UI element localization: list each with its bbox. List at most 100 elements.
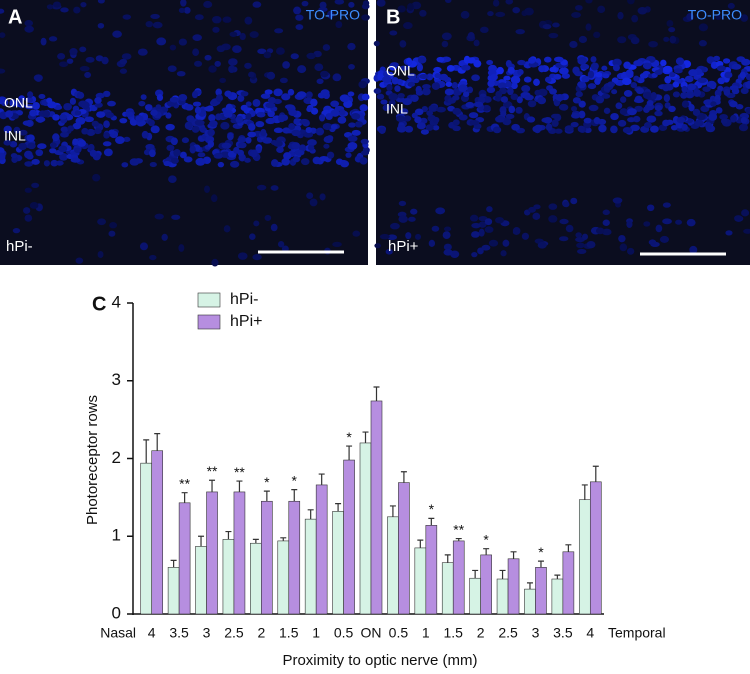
nucleus bbox=[422, 87, 431, 96]
nucleus bbox=[312, 156, 321, 165]
nucleus bbox=[414, 116, 422, 124]
nucleus bbox=[619, 108, 628, 116]
nucleus bbox=[612, 64, 620, 72]
nucleus bbox=[738, 123, 749, 132]
nucleus bbox=[148, 119, 155, 127]
nucleus bbox=[358, 80, 367, 89]
error-bar bbox=[263, 490, 270, 502]
nucleus bbox=[479, 26, 489, 34]
nucleus bbox=[257, 48, 267, 55]
nucleus bbox=[376, 0, 386, 7]
nucleus bbox=[646, 99, 654, 107]
nucleus bbox=[57, 52, 66, 60]
nucleus bbox=[244, 16, 253, 25]
nucleus bbox=[97, 22, 105, 29]
nucleus bbox=[431, 225, 440, 232]
nucleus bbox=[675, 219, 683, 225]
nucleus bbox=[654, 69, 663, 75]
bar bbox=[452, 540, 465, 615]
bar bbox=[261, 500, 273, 615]
x-tick-label: 3.5 bbox=[553, 625, 573, 641]
nucleus bbox=[537, 96, 547, 105]
nucleus bbox=[347, 142, 358, 150]
nucleus bbox=[664, 83, 674, 91]
nucleus bbox=[232, 45, 242, 53]
nucleus bbox=[444, 88, 454, 96]
nucleus bbox=[735, 104, 744, 110]
nucleus bbox=[528, 57, 536, 64]
nucleus bbox=[352, 230, 361, 237]
nucleus bbox=[69, 97, 77, 105]
nucleus bbox=[505, 81, 512, 88]
nucleus bbox=[305, 127, 313, 134]
nucleus bbox=[452, 95, 460, 101]
nucleus bbox=[440, 73, 448, 81]
nucleus bbox=[204, 106, 214, 112]
nucleus bbox=[512, 227, 521, 235]
error-bar bbox=[143, 439, 150, 464]
nucleus bbox=[627, 0, 635, 5]
nucleus bbox=[692, 108, 701, 117]
nucleus bbox=[473, 101, 484, 108]
error-bar bbox=[318, 473, 325, 485]
nucleus bbox=[46, 97, 53, 104]
nucleus bbox=[595, 95, 605, 104]
nucleus bbox=[542, 24, 552, 30]
nucleus bbox=[443, 243, 452, 251]
bar bbox=[315, 484, 328, 615]
nucleus bbox=[633, 75, 640, 82]
bar bbox=[288, 500, 301, 615]
nucleus bbox=[248, 71, 255, 78]
nucleus bbox=[715, 14, 722, 20]
nucleus bbox=[581, 75, 590, 83]
nucleus bbox=[404, 125, 414, 133]
y-tick-label: 0 bbox=[112, 603, 121, 622]
nucleus bbox=[319, 155, 329, 162]
nucleus bbox=[585, 0, 593, 4]
nucleus bbox=[698, 23, 709, 32]
nucleus bbox=[603, 86, 611, 93]
nucleus bbox=[208, 114, 216, 122]
nucleus bbox=[40, 37, 47, 46]
nucleus bbox=[468, 112, 479, 119]
nucleus bbox=[385, 248, 393, 255]
nucleus bbox=[204, 54, 212, 61]
nucleus bbox=[602, 219, 610, 226]
nucleus bbox=[496, 66, 504, 75]
nucleus bbox=[178, 38, 188, 46]
nucleus bbox=[510, 93, 519, 101]
nucleus bbox=[169, 96, 179, 103]
nucleus bbox=[10, 153, 18, 159]
nucleus bbox=[306, 52, 316, 60]
nucleus bbox=[490, 73, 498, 81]
nucleus bbox=[595, 227, 605, 235]
nucleus bbox=[91, 120, 99, 127]
nucleus bbox=[523, 76, 532, 83]
nucleus bbox=[50, 142, 57, 149]
nucleus bbox=[181, 137, 190, 144]
nucleus bbox=[743, 228, 750, 234]
nucleus bbox=[144, 104, 153, 111]
nucleus bbox=[441, 40, 449, 48]
nucleus bbox=[244, 62, 252, 69]
nucleus bbox=[361, 93, 370, 101]
nucleus bbox=[48, 36, 58, 42]
nucleus bbox=[327, 151, 335, 159]
nucleus bbox=[265, 102, 276, 109]
nucleus bbox=[745, 80, 750, 89]
nucleus bbox=[31, 158, 40, 165]
nucleus bbox=[183, 156, 193, 163]
nucleus bbox=[291, 142, 300, 150]
nucleus bbox=[208, 65, 217, 73]
nucleus bbox=[534, 89, 542, 96]
nucleus bbox=[662, 202, 671, 208]
nucleus bbox=[495, 90, 503, 98]
error-bar bbox=[198, 535, 205, 547]
nucleus bbox=[659, 235, 670, 243]
nucleus bbox=[108, 129, 115, 135]
nucleus bbox=[642, 62, 652, 70]
nucleus bbox=[507, 66, 515, 74]
nucleus bbox=[191, 90, 199, 99]
nucleus bbox=[575, 232, 582, 238]
nucleus bbox=[245, 136, 252, 144]
